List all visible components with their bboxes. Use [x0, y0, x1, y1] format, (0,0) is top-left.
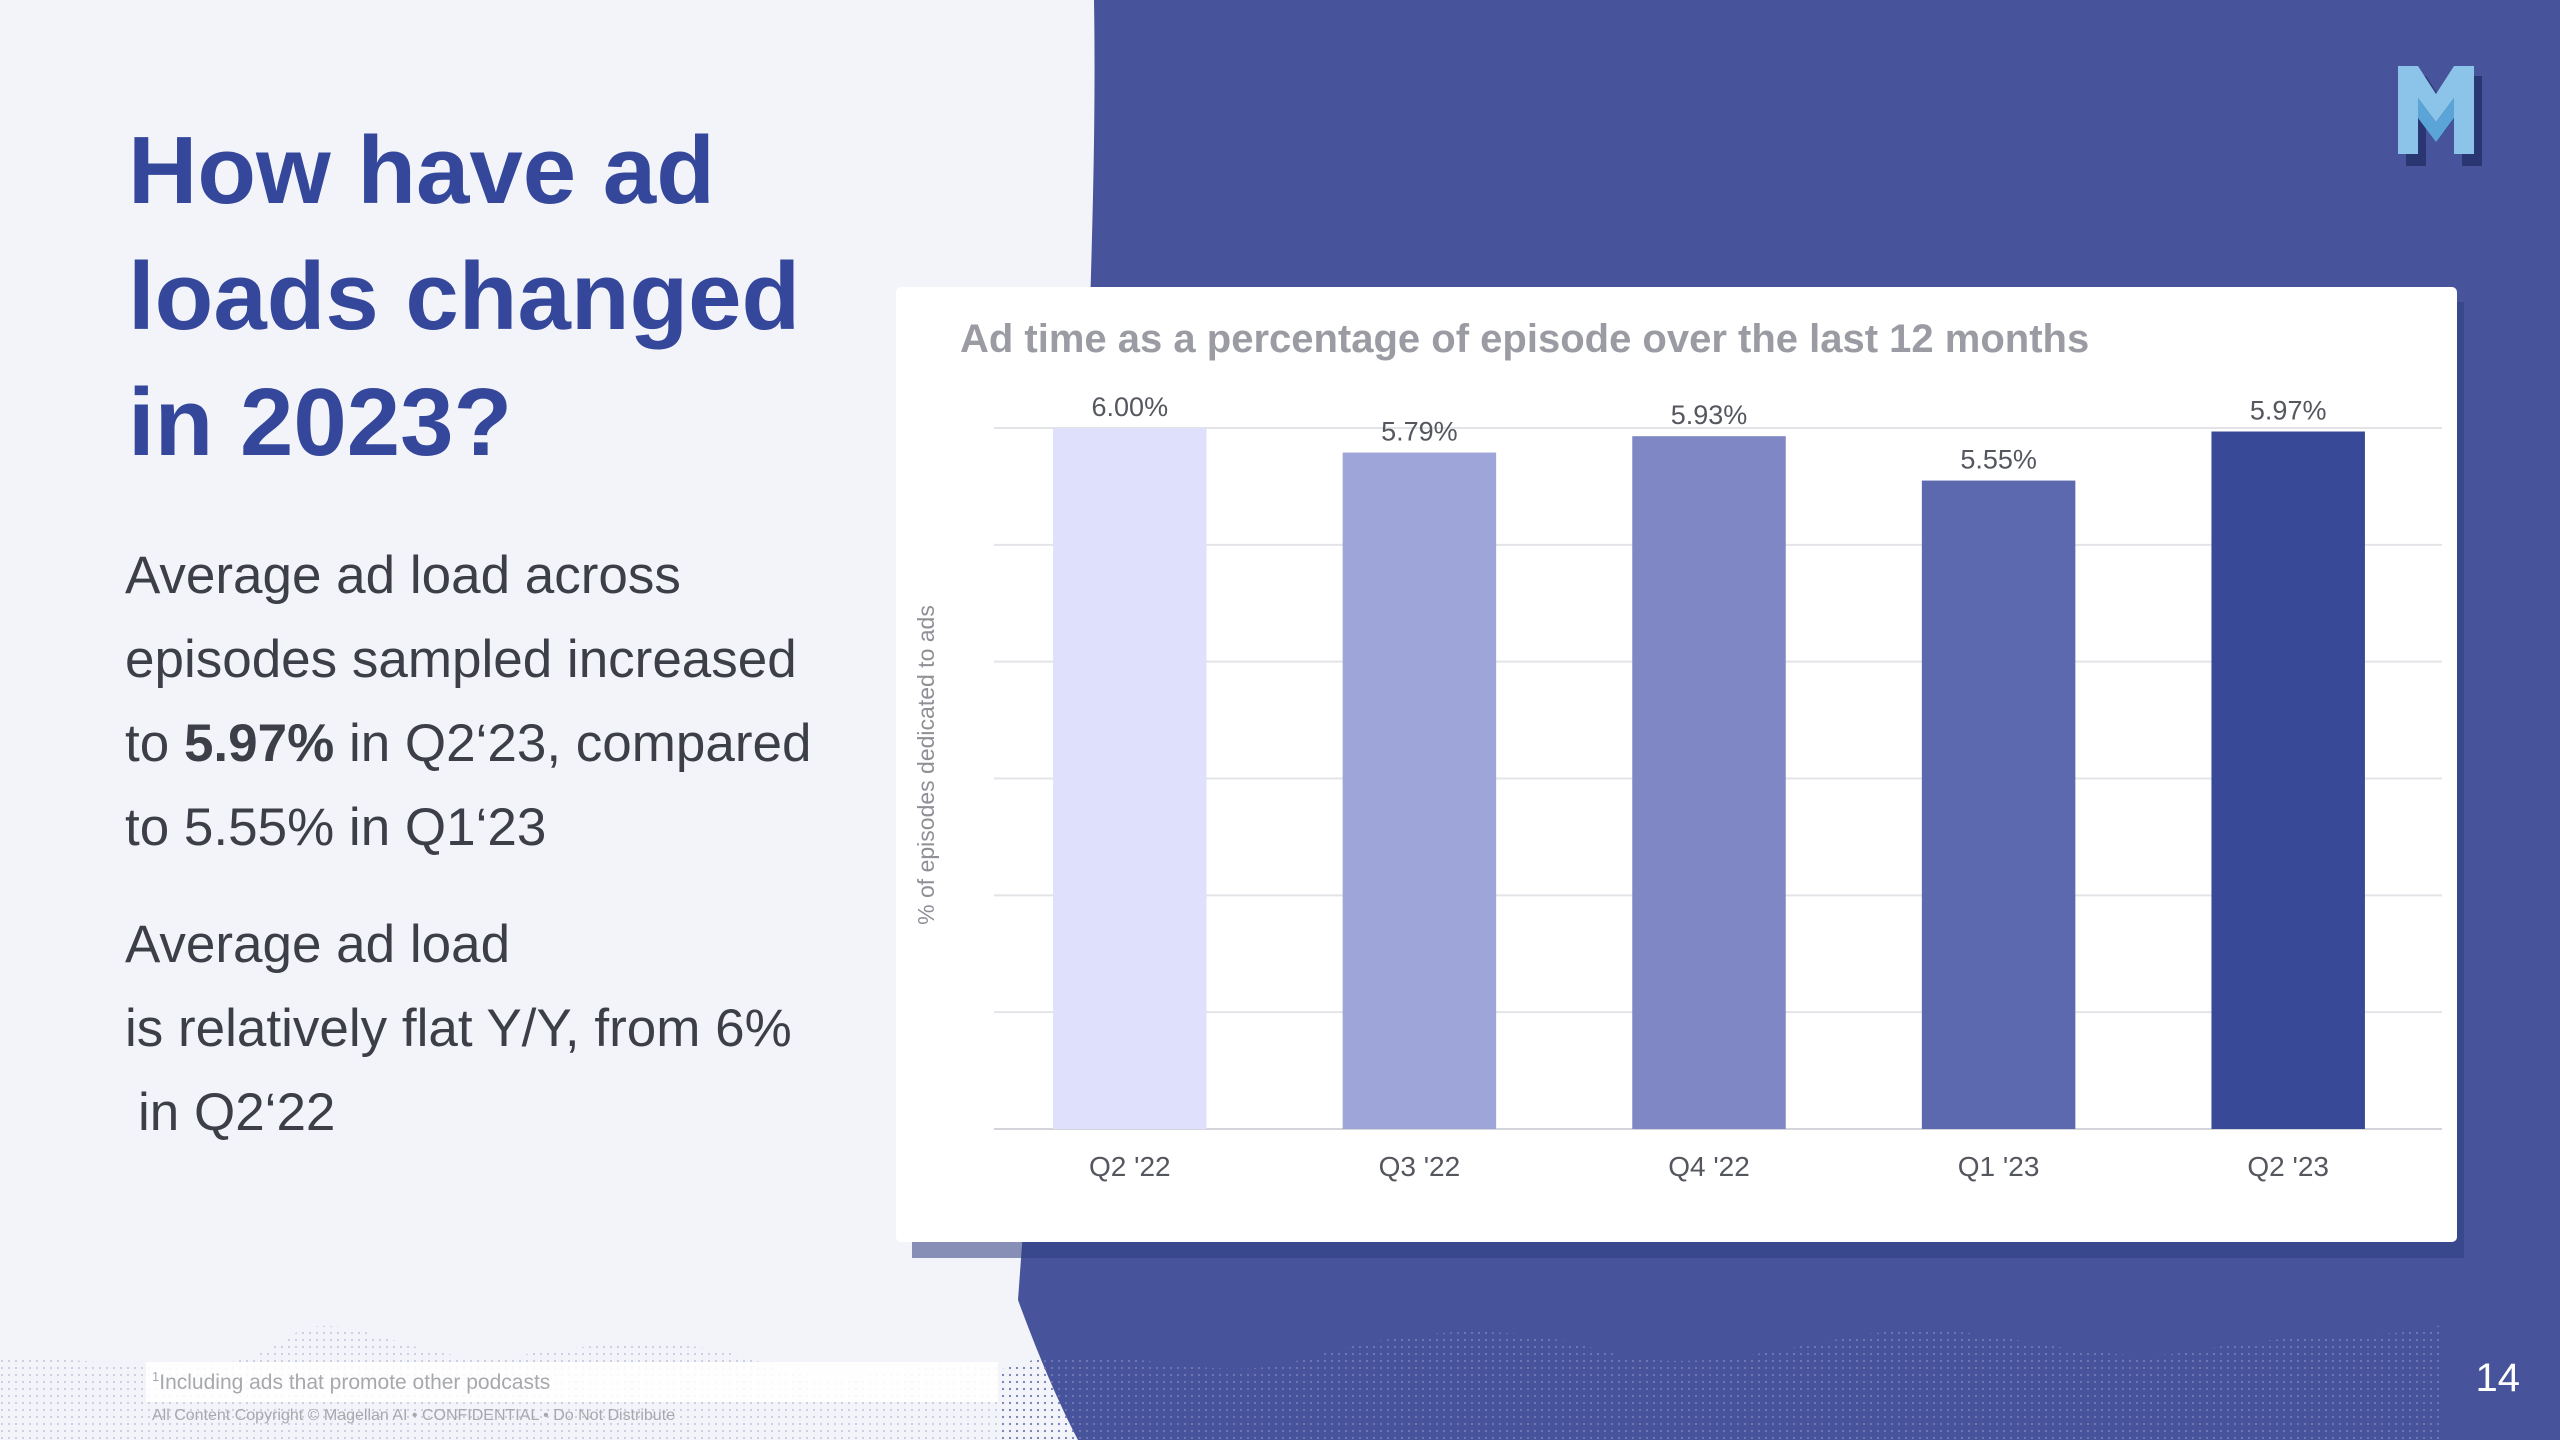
yoy-line-3: in Q2‘22: [138, 1083, 336, 1142]
summary-highlight-value: 5.97%: [183, 714, 335, 773]
yoy-line-1: Average ad load: [125, 915, 511, 974]
data-label: 5.79%: [1381, 417, 1458, 447]
data-label: 5.97%: [2250, 396, 2327, 426]
bars: [1053, 428, 2365, 1129]
summary-paragraph: Average ad load across episodes sampled …: [125, 534, 845, 870]
data-label: 6.00%: [1092, 392, 1169, 422]
bar: [1921, 480, 2076, 1129]
value-labels: 6.00% 5.79% 5.93% 5.55% 5.97%: [1092, 392, 2327, 475]
bar: [1342, 452, 1497, 1129]
magellan-logo-icon: [2398, 66, 2482, 166]
footnote-box: [146, 1362, 998, 1402]
bar: [2211, 431, 2365, 1129]
x-tick-label: Q1 '23: [1958, 1151, 2040, 1182]
summary-text-before: Average ad load across episodes sampled …: [125, 546, 797, 773]
footnote-text: Including ads that promote other podcast…: [159, 1371, 551, 1394]
summary-text-after: in Q2‘23, compared to 5.55% in Q1‘23: [125, 714, 812, 857]
copyright-notice: All Content Copyright © Magellan AI • CO…: [152, 1407, 676, 1424]
bar: [1053, 428, 1207, 1129]
data-label: 5.55%: [1960, 445, 2037, 475]
chart-card: Ad time as a percentage of episode over …: [896, 287, 2457, 1242]
x-tick-label: Q3 '22: [1379, 1151, 1461, 1182]
chart-title: Ad time as a percentage of episode over …: [960, 317, 2090, 361]
bar-chart: 6.00% 5.79% 5.93% 5.55% 5.97% Q2 '22 Q3 '22 Q4…: [913, 392, 2442, 1182]
slide-title: How have ad loads changed in 2023?: [128, 117, 801, 476]
x-tick-label: Q4 '22: [1668, 1151, 1750, 1182]
yoy-paragraph: Average ad load is relatively flat Y/Y, f…: [125, 903, 845, 1155]
x-tick-label: Q2 '22: [1089, 1151, 1171, 1182]
y-axis-label: % of episodes dedicated to ads: [913, 605, 939, 925]
bar: [1632, 436, 1786, 1129]
page-number: 14: [2475, 1356, 2521, 1400]
footnote-marker: 1: [152, 1369, 160, 1384]
x-tick-labels: Q2 '22 Q3 '22 Q4 '22 Q1 '23 Q2 '23: [1089, 1151, 2329, 1182]
data-label: 5.93%: [1671, 400, 1748, 430]
yoy-line-2: is relatively flat Y/Y, from 6%: [125, 999, 792, 1058]
footnote: 1Including ads that promote other podcas…: [152, 1369, 550, 1395]
x-tick-label: Q2 '23: [2247, 1151, 2329, 1182]
